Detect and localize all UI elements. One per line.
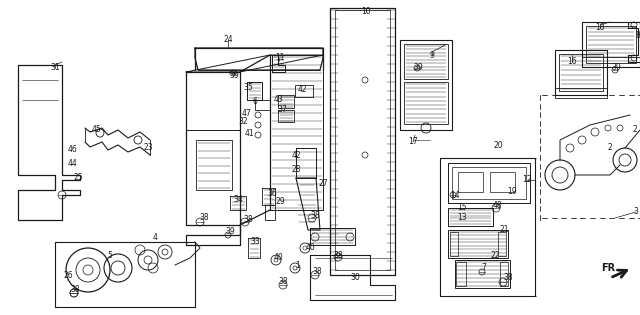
Text: 9: 9 xyxy=(429,50,435,60)
Text: 39: 39 xyxy=(413,64,423,72)
Text: 11: 11 xyxy=(275,54,285,62)
Text: 42: 42 xyxy=(291,151,301,159)
Bar xyxy=(500,262,508,286)
Bar xyxy=(458,172,483,192)
Bar xyxy=(404,82,448,124)
Text: 35: 35 xyxy=(243,83,253,91)
Text: 22: 22 xyxy=(490,251,500,261)
Bar xyxy=(448,163,530,203)
Bar xyxy=(404,44,448,79)
Text: 38: 38 xyxy=(70,285,80,295)
Text: 42: 42 xyxy=(297,85,307,94)
Text: 28: 28 xyxy=(291,165,301,175)
Text: 2: 2 xyxy=(607,144,612,152)
Text: 12: 12 xyxy=(522,175,532,185)
Bar xyxy=(448,230,508,258)
Text: 7: 7 xyxy=(481,264,486,272)
Bar xyxy=(455,260,510,288)
Bar xyxy=(582,57,640,67)
Text: 26: 26 xyxy=(63,271,73,279)
Text: 29: 29 xyxy=(275,198,285,207)
Text: FR.: FR. xyxy=(601,263,619,273)
Text: 20: 20 xyxy=(493,140,503,150)
Text: 1: 1 xyxy=(296,261,300,270)
Text: 44: 44 xyxy=(67,158,77,168)
Text: 33: 33 xyxy=(250,238,260,247)
Text: 36: 36 xyxy=(267,188,277,198)
Text: 40: 40 xyxy=(273,254,283,262)
Text: 3: 3 xyxy=(634,208,639,216)
Text: 40: 40 xyxy=(305,243,315,253)
Bar xyxy=(586,26,636,63)
Text: 6: 6 xyxy=(253,98,257,106)
Text: 43: 43 xyxy=(273,95,283,105)
Text: 4: 4 xyxy=(152,232,157,242)
Bar xyxy=(452,167,526,199)
Text: 23: 23 xyxy=(143,144,153,152)
Text: 37: 37 xyxy=(277,106,287,114)
Text: 18: 18 xyxy=(595,24,605,32)
Bar xyxy=(55,242,195,307)
Bar xyxy=(400,40,452,130)
Bar xyxy=(448,208,493,226)
Text: 13: 13 xyxy=(457,214,467,222)
Text: 38: 38 xyxy=(312,267,322,277)
Bar xyxy=(490,172,515,192)
Text: 48: 48 xyxy=(492,202,502,210)
Text: 19: 19 xyxy=(507,187,517,197)
Text: 32: 32 xyxy=(238,117,248,127)
Bar xyxy=(440,158,535,296)
Text: 25: 25 xyxy=(73,174,83,182)
Text: 27: 27 xyxy=(318,179,328,187)
Bar xyxy=(555,88,607,98)
Text: 38: 38 xyxy=(199,214,209,222)
Text: 45: 45 xyxy=(92,125,102,135)
Text: 46: 46 xyxy=(67,146,77,154)
Bar xyxy=(555,50,607,95)
Text: 31: 31 xyxy=(50,64,60,72)
Text: 30: 30 xyxy=(350,273,360,283)
Text: 41: 41 xyxy=(244,129,254,138)
Text: 17: 17 xyxy=(408,138,418,146)
Text: 38: 38 xyxy=(333,250,343,260)
Bar xyxy=(456,262,466,286)
Bar xyxy=(450,232,458,256)
Text: 24: 24 xyxy=(223,36,233,44)
Bar xyxy=(295,85,313,97)
Bar xyxy=(559,54,603,91)
Bar xyxy=(582,22,640,67)
Text: 21: 21 xyxy=(499,226,509,234)
Text: 47: 47 xyxy=(242,108,252,117)
Text: 2: 2 xyxy=(632,125,637,135)
Text: 16: 16 xyxy=(567,58,577,66)
Text: 10: 10 xyxy=(361,8,371,16)
Text: 38: 38 xyxy=(278,278,288,287)
Text: 38: 38 xyxy=(310,210,320,220)
Bar xyxy=(196,140,232,190)
Text: 39: 39 xyxy=(611,64,621,72)
Text: 38: 38 xyxy=(503,273,513,283)
Text: 34: 34 xyxy=(233,196,243,204)
Text: 39: 39 xyxy=(225,227,235,237)
Text: 39: 39 xyxy=(229,71,239,79)
Text: 8: 8 xyxy=(636,31,640,39)
Text: 14: 14 xyxy=(450,191,460,199)
Text: 15: 15 xyxy=(457,203,467,211)
Text: 38: 38 xyxy=(243,215,253,225)
Bar xyxy=(498,232,506,256)
Text: 5: 5 xyxy=(108,250,113,260)
